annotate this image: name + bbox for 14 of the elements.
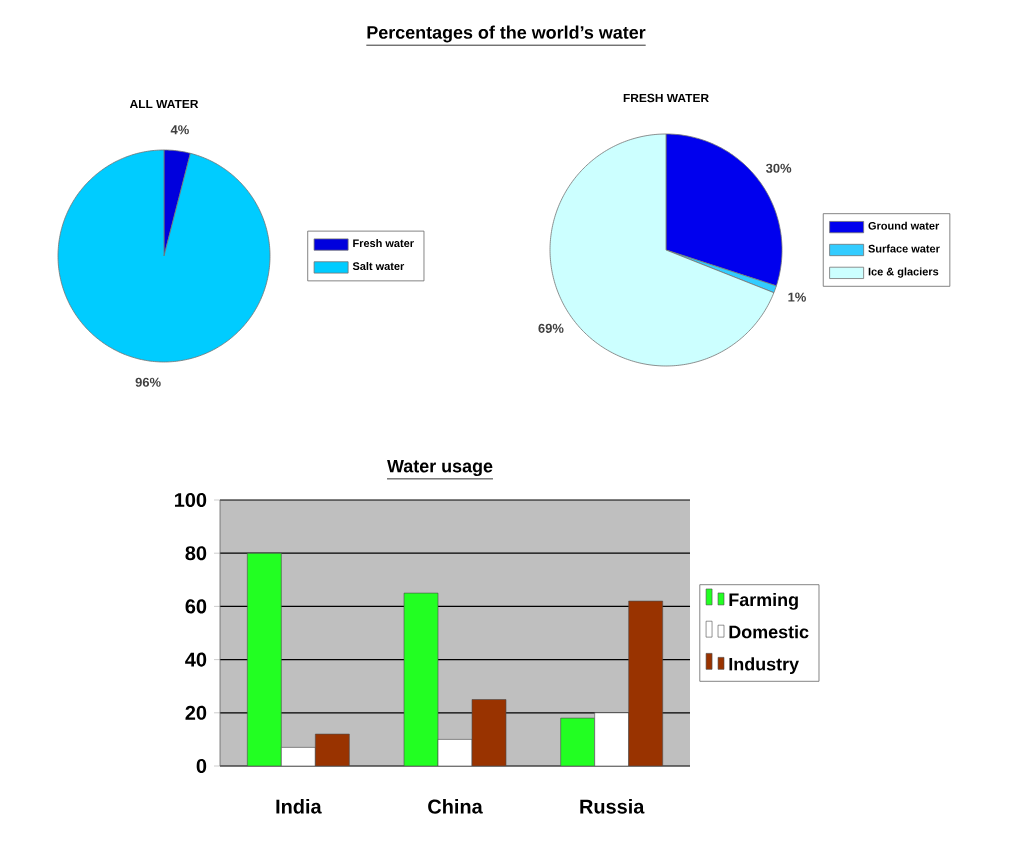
y-tick-label: 80 xyxy=(185,546,207,561)
y-tick-label: 20 xyxy=(185,705,207,720)
legend-label: Industry xyxy=(729,657,799,675)
x-tick-label: China xyxy=(428,799,483,814)
x-tick-label: Russia xyxy=(580,799,645,814)
y-tick-label: 0 xyxy=(196,758,207,774)
chart-title: Water usage xyxy=(387,459,493,477)
text: Percentages of the world’s water xyxy=(367,25,646,43)
legend-label: Farming xyxy=(729,592,798,610)
legend-label: Domestic xyxy=(729,625,809,639)
y-tick-label: 100 xyxy=(174,492,207,508)
y-tick-label: 40 xyxy=(185,652,207,667)
y-tick-label: 60 xyxy=(185,599,207,614)
x-tick-label: India xyxy=(276,799,322,814)
